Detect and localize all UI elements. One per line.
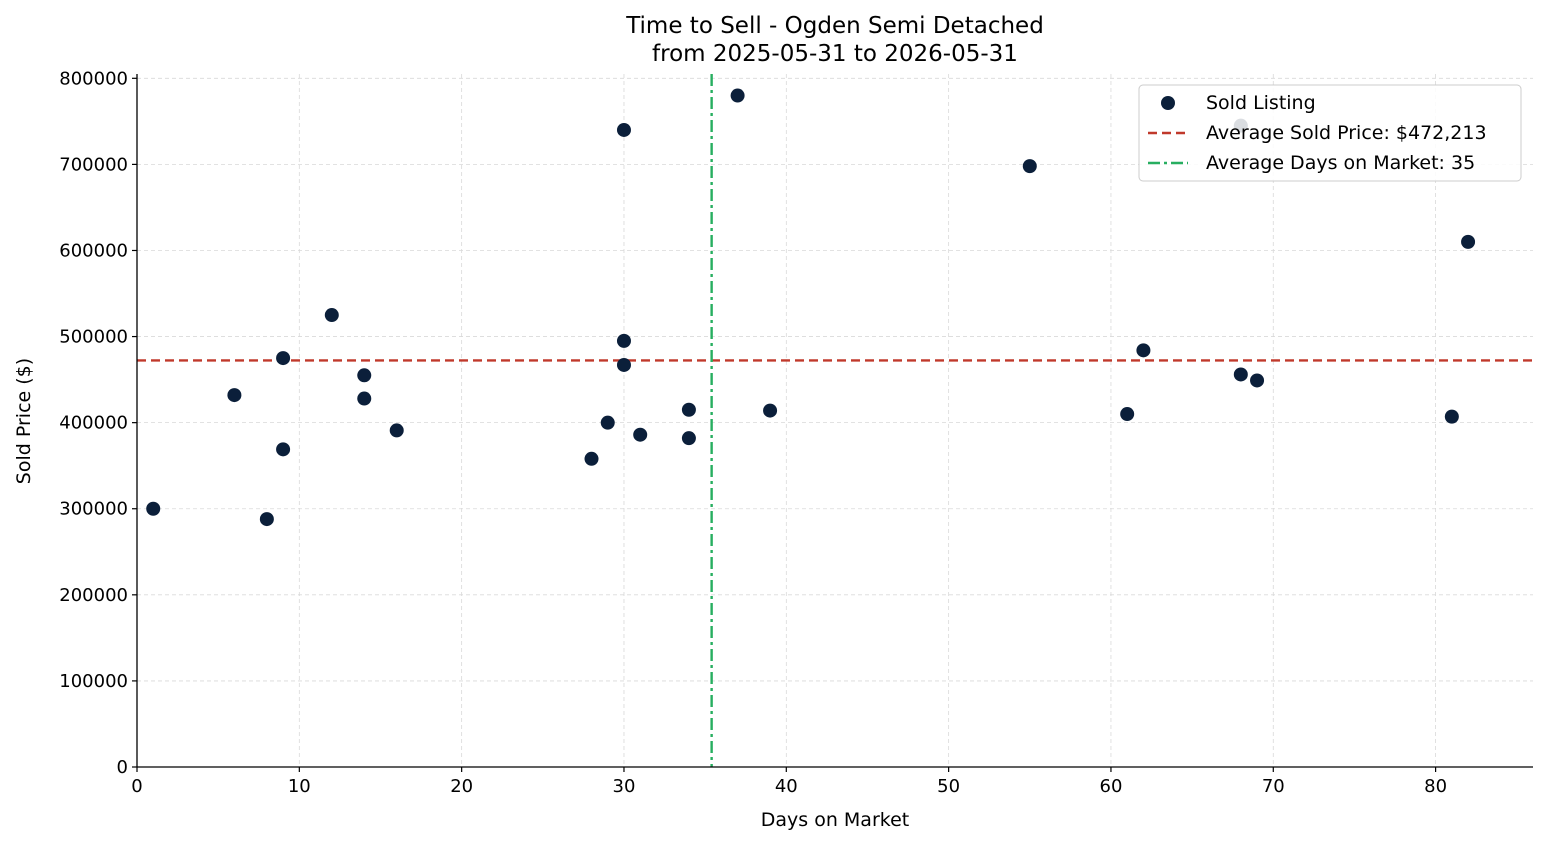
data-point — [763, 403, 778, 418]
data-point — [1444, 409, 1459, 424]
y-tick-label: 700000 — [59, 154, 128, 175]
tick-labels: 0 10 20 30 40 50 60 70 80 0 100000 200000 300000 4000… — [59, 68, 1447, 797]
x-tick-label: 40 — [775, 776, 798, 797]
y-tick-label: 100000 — [59, 671, 128, 692]
data-point — [1233, 367, 1248, 382]
x-tick-label: 30 — [613, 776, 636, 797]
legend-label-sold-listing: Sold Listing — [1206, 92, 1316, 114]
data-point — [357, 391, 372, 406]
data-point — [276, 442, 291, 457]
chart-title: Time to Sell - Ogden Semi Detached — [625, 13, 1044, 39]
y-axis-label: Sold Price ($) — [13, 358, 35, 484]
x-tick-label: 60 — [1100, 776, 1123, 797]
data-point — [1022, 159, 1037, 174]
x-tick-label: 0 — [131, 776, 142, 797]
y-tick-label: 500000 — [59, 327, 128, 348]
x-tick-label: 10 — [288, 776, 311, 797]
grid — [136, 74, 1533, 768]
y-tick-label: 300000 — [59, 499, 128, 520]
data-point — [227, 388, 242, 403]
data-point — [1461, 234, 1476, 249]
y-tick-label: 600000 — [59, 240, 128, 261]
reference-lines — [137, 74, 1533, 767]
data-point — [324, 308, 339, 323]
x-tick-label: 50 — [937, 776, 960, 797]
data-point — [633, 427, 648, 442]
chart-subtitle: from 2025-05-31 to 2026-05-31 — [652, 41, 1018, 67]
legend: Sold Listing Average Sold Price: $472,21… — [1138, 84, 1522, 182]
data-point — [276, 351, 291, 366]
data-point — [357, 368, 372, 383]
data-point — [146, 501, 161, 516]
legend-box — [1138, 84, 1522, 182]
data-point — [616, 357, 631, 372]
data-point — [600, 415, 615, 430]
legend-label-average-price: Average Sold Price: $472,213 — [1206, 122, 1487, 144]
legend-marker-sold-listing — [1161, 96, 1175, 110]
legend-label-average-days: Average Days on Market: 35 — [1206, 152, 1475, 174]
y-tick-label: 200000 — [59, 585, 128, 606]
data-points — [146, 88, 1476, 527]
data-point — [1250, 373, 1265, 388]
data-point — [1120, 407, 1135, 422]
data-point — [616, 333, 631, 348]
axes — [132, 74, 1533, 772]
data-point — [681, 431, 696, 446]
y-tick-label: 800000 — [59, 68, 128, 89]
data-point — [584, 451, 599, 466]
data-point — [730, 88, 745, 103]
y-tick-label: 0 — [117, 757, 128, 778]
x-tick-label: 80 — [1424, 776, 1447, 797]
x-axis-label: Days on Market — [761, 809, 909, 831]
data-point — [1136, 343, 1151, 358]
data-point — [259, 512, 274, 527]
data-point — [681, 402, 696, 417]
y-tick-label: 400000 — [59, 413, 128, 434]
data-point — [616, 122, 631, 137]
data-point — [389, 423, 404, 438]
x-tick-label: 70 — [1262, 776, 1285, 797]
x-tick-label: 20 — [450, 776, 473, 797]
